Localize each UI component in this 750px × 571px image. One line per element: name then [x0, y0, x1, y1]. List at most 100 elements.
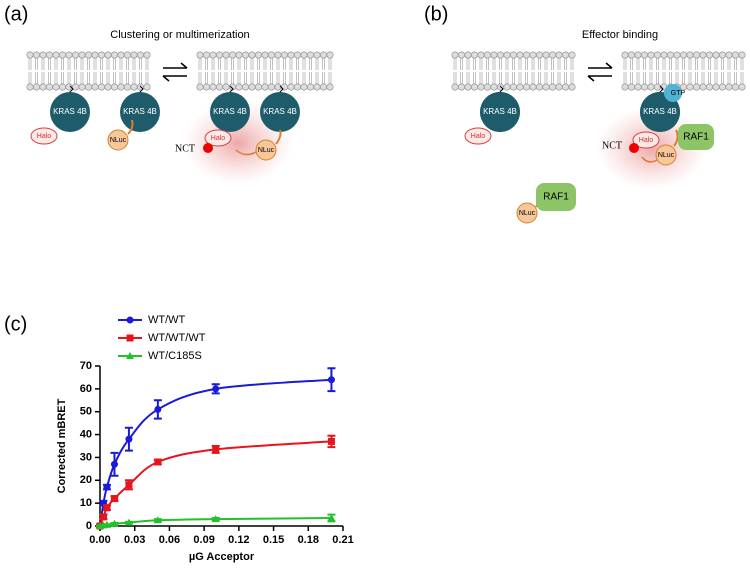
lipid-tail	[688, 58, 692, 84]
lipid-head	[91, 51, 99, 59]
lipid-tail	[113, 58, 116, 84]
lipid-tail	[48, 58, 51, 84]
lipid-tail	[139, 58, 142, 84]
lipid-head	[529, 51, 537, 59]
membranes	[26, 51, 746, 91]
kras-label: KRAS 4B	[123, 107, 157, 116]
lipid-head	[280, 51, 288, 59]
lipid-head	[627, 51, 635, 59]
lipid-head	[26, 51, 34, 59]
lipid-tail	[106, 58, 110, 84]
lipid-tail	[727, 58, 731, 84]
lipid-head	[621, 83, 629, 91]
halo-label: Halo	[37, 133, 52, 140]
lipid-head	[32, 51, 40, 59]
panel-title: Clustering or multimerization	[110, 29, 249, 41]
nluc-label: NLuc	[658, 152, 675, 159]
lipid-tail	[257, 58, 260, 84]
lipid-tail	[231, 58, 234, 84]
y-tick-label: 0	[86, 520, 92, 532]
marker	[153, 516, 162, 524]
lipid-tail	[145, 58, 149, 84]
lipid-tail	[100, 58, 103, 84]
lipid-head	[117, 83, 125, 91]
lipid-head	[555, 51, 563, 59]
lipid-head	[640, 83, 648, 91]
x-tick-label: 0.03	[124, 534, 145, 546]
lipid-head	[326, 83, 334, 91]
lipid-head	[470, 83, 478, 91]
kras-label: KRAS 4B	[263, 107, 297, 116]
lipid-head	[124, 51, 132, 59]
lipid-tail	[126, 58, 129, 84]
lipid-head	[52, 83, 60, 91]
lipid-head	[561, 83, 569, 91]
lipid-head	[621, 51, 629, 59]
lipid-head	[647, 83, 655, 91]
y-tick-label: 60	[80, 383, 92, 395]
lipid-head	[542, 51, 550, 59]
lipid-tail	[714, 58, 718, 84]
lipid-head	[503, 83, 511, 91]
lipid-tail	[499, 58, 502, 84]
lipid-head	[516, 51, 524, 59]
equilibrium-arrows	[162, 62, 613, 82]
lipid-head	[58, 83, 66, 91]
lipid-tail	[283, 58, 286, 84]
lipid-head	[699, 83, 707, 91]
lipid-head	[705, 51, 713, 59]
lipid-head	[496, 51, 504, 59]
marker	[125, 481, 133, 489]
lipid-tail	[453, 58, 457, 84]
lipid-head	[731, 51, 739, 59]
lipid-head	[640, 51, 648, 59]
lipid-tail	[512, 58, 515, 84]
lipid-head	[451, 51, 459, 59]
kras-label: KRAS 4B	[53, 107, 87, 116]
marker	[327, 437, 335, 445]
lipid-head	[483, 83, 491, 91]
lipid-head	[91, 83, 99, 91]
marker	[125, 435, 133, 443]
lipid-head	[555, 83, 563, 91]
lipid-head	[287, 83, 295, 91]
lipid-head	[548, 83, 556, 91]
lipid-tail	[492, 58, 496, 84]
raf1-label: RAF1	[683, 132, 709, 143]
lipid-head	[738, 83, 746, 91]
lipid-tail	[322, 58, 325, 84]
x-tick-label: 0.09	[193, 534, 214, 546]
lipid-head	[457, 83, 465, 91]
lipid-head	[216, 51, 224, 59]
membrane	[621, 51, 746, 91]
lipid-head	[32, 83, 40, 91]
lipid-head	[712, 83, 720, 91]
lipid-tail	[41, 58, 45, 84]
marker	[211, 515, 220, 523]
lipid-head	[300, 51, 308, 59]
halo-label: Halo	[471, 133, 486, 140]
marker	[212, 445, 220, 453]
lipid-tail	[61, 58, 64, 84]
y-tick-label: 20	[80, 474, 92, 486]
lipid-head	[725, 83, 733, 91]
lipid-tail	[551, 58, 554, 84]
lipid-tail	[328, 58, 332, 84]
lipid-head	[235, 83, 243, 91]
marker	[110, 495, 118, 503]
lipid-tail	[224, 58, 228, 84]
lipid-head	[568, 83, 576, 91]
nct-label: NCT	[175, 143, 195, 154]
y-tick-label: 50	[80, 406, 92, 418]
lipid-tail	[525, 58, 528, 84]
tags	[30, 119, 282, 161]
lipid-head	[529, 83, 537, 91]
lipid-head	[143, 83, 151, 91]
lipid-head	[660, 51, 668, 59]
lipid-head	[203, 83, 211, 91]
lipid-head	[561, 51, 569, 59]
lipid-head	[130, 83, 138, 91]
lipid-tail	[244, 58, 247, 84]
lipid-head	[196, 83, 204, 91]
